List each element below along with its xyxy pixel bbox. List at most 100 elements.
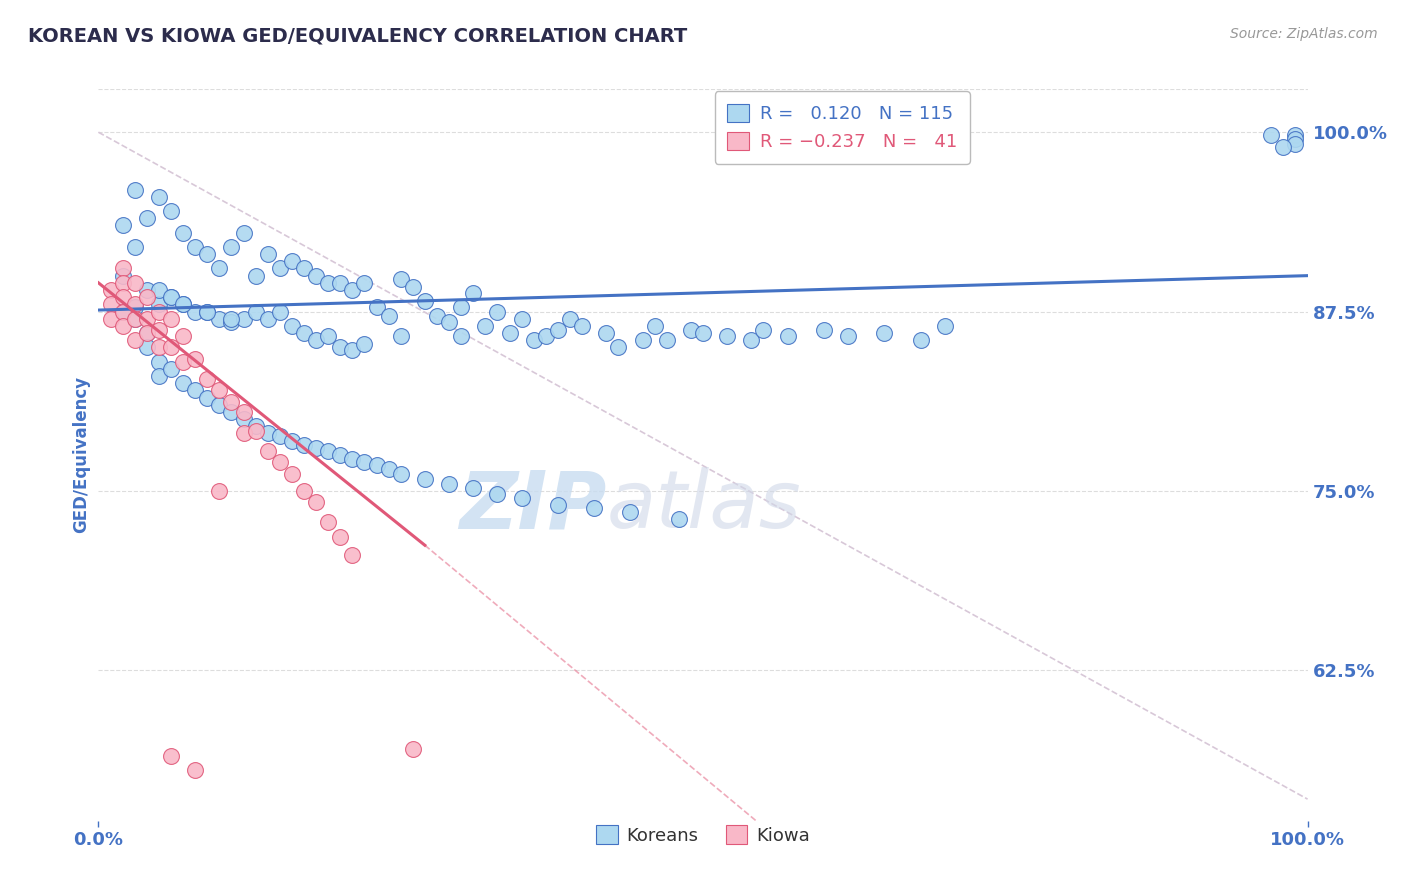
Point xyxy=(463,481,485,495)
Point xyxy=(342,549,364,563)
Point xyxy=(208,384,231,398)
Point xyxy=(111,261,134,276)
Point xyxy=(619,505,641,519)
Point xyxy=(135,211,157,226)
Point xyxy=(389,329,412,343)
Point xyxy=(437,314,460,328)
Point xyxy=(148,283,170,297)
Point xyxy=(232,426,254,441)
Point xyxy=(316,329,339,343)
Point xyxy=(256,443,278,458)
Text: atlas: atlas xyxy=(606,467,801,545)
Point xyxy=(413,472,436,486)
Point xyxy=(256,426,278,441)
Point xyxy=(329,448,352,462)
Point xyxy=(389,467,412,481)
Point xyxy=(245,304,267,318)
Point xyxy=(208,398,231,412)
Point xyxy=(595,326,617,340)
Point xyxy=(631,333,654,347)
Point xyxy=(232,226,254,240)
Point xyxy=(256,247,278,261)
Point xyxy=(377,309,399,323)
Point xyxy=(111,219,134,233)
Point xyxy=(160,290,183,304)
Point xyxy=(644,318,666,333)
Point xyxy=(316,276,339,290)
Point xyxy=(172,297,194,311)
Point xyxy=(269,455,291,469)
Point xyxy=(837,329,859,343)
Point xyxy=(160,749,183,764)
Point xyxy=(571,318,593,333)
Point xyxy=(655,333,678,347)
Point xyxy=(316,516,339,530)
Point xyxy=(353,276,375,290)
Point xyxy=(716,329,738,343)
Point xyxy=(281,318,304,333)
Point xyxy=(366,300,388,314)
Point xyxy=(547,323,569,337)
Point xyxy=(232,311,254,326)
Point xyxy=(281,467,304,481)
Point xyxy=(402,280,425,294)
Point xyxy=(245,419,267,434)
Point xyxy=(221,311,243,326)
Point xyxy=(195,391,218,405)
Point xyxy=(160,290,183,304)
Point xyxy=(124,297,146,311)
Point xyxy=(172,376,194,391)
Point xyxy=(245,424,267,438)
Point xyxy=(1260,128,1282,142)
Point xyxy=(221,405,243,419)
Point xyxy=(135,311,157,326)
Point xyxy=(135,340,157,354)
Point xyxy=(776,329,799,343)
Point xyxy=(221,395,243,409)
Point xyxy=(1284,136,1306,151)
Point xyxy=(342,452,364,467)
Point xyxy=(195,372,218,386)
Point xyxy=(292,326,315,340)
Point xyxy=(124,311,146,326)
Point xyxy=(148,354,170,368)
Point xyxy=(111,304,134,318)
Point xyxy=(305,268,328,283)
Point xyxy=(437,476,460,491)
Point xyxy=(510,311,533,326)
Point xyxy=(316,443,339,458)
Point xyxy=(813,323,835,337)
Point xyxy=(607,340,630,354)
Point xyxy=(269,261,291,276)
Point xyxy=(292,438,315,452)
Point xyxy=(124,311,146,326)
Point xyxy=(534,329,557,343)
Point xyxy=(450,329,472,343)
Y-axis label: GED/Equivalency: GED/Equivalency xyxy=(72,376,90,533)
Point xyxy=(195,304,218,318)
Point xyxy=(377,462,399,476)
Point xyxy=(184,764,207,778)
Point xyxy=(366,458,388,472)
Point xyxy=(1284,128,1306,142)
Point xyxy=(450,300,472,314)
Point xyxy=(184,351,207,366)
Point xyxy=(353,337,375,351)
Point xyxy=(184,240,207,254)
Point xyxy=(329,530,352,544)
Point xyxy=(124,300,146,314)
Point xyxy=(100,283,122,297)
Point xyxy=(523,333,546,347)
Point xyxy=(269,429,291,443)
Point xyxy=(172,297,194,311)
Point xyxy=(510,491,533,505)
Point xyxy=(292,261,315,276)
Point xyxy=(111,304,134,318)
Point xyxy=(281,434,304,448)
Point xyxy=(389,271,412,285)
Point xyxy=(221,314,243,328)
Point xyxy=(208,261,231,276)
Point xyxy=(148,323,170,337)
Text: ZIP: ZIP xyxy=(458,467,606,545)
Point xyxy=(124,333,146,347)
